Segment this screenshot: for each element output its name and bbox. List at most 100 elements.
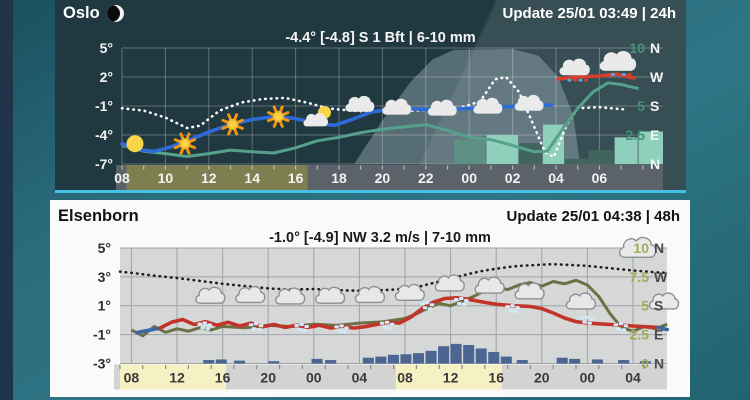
wind-axis-label: 2.5: [630, 327, 650, 343]
wind-direction-axis-label: N: [650, 40, 660, 56]
wind-direction-axis-label: S: [650, 98, 659, 114]
wind-axis-label: 2.5: [626, 127, 646, 143]
precipitation-bar: [375, 356, 387, 364]
hour-label: 16: [288, 170, 304, 186]
snow-marker: [382, 325, 388, 329]
snow-marker: [337, 329, 342, 333]
snow-marker: [297, 327, 302, 331]
precipitation-bar: [463, 345, 475, 364]
snow-marker: [424, 301, 430, 305]
cloud-icon: [275, 287, 306, 305]
precipitation-bar: [488, 351, 500, 364]
hour-label: 20: [260, 370, 276, 386]
precipitation-bar: [454, 139, 486, 164]
hour-label: 00: [306, 370, 322, 386]
hour-label: 04: [352, 370, 368, 386]
cloud-icon: [314, 286, 346, 304]
oslo-weather-widget[interactable]: 5° 10 N 2° W -1° 5 S -4° 2.5 E -7° N 08 10 12 14 16 18 20 22…: [55, 0, 686, 193]
snow-marker: [584, 315, 589, 319]
snow-marker: [205, 327, 210, 331]
snow-marker: [202, 321, 207, 325]
precipitation-bar: [569, 358, 581, 364]
sun-icon: [126, 135, 144, 153]
snow-marker: [515, 306, 520, 310]
snow-marker: [384, 320, 390, 324]
precipitation-bar: [234, 360, 246, 364]
snow-marker: [462, 302, 467, 306]
precipitation-bar: [564, 158, 588, 164]
snow-marker: [419, 302, 425, 306]
wind-axis-label: 10: [629, 40, 645, 56]
temp-axis-label: 5°: [100, 40, 113, 56]
snow-marker: [579, 316, 584, 320]
snow-marker: [342, 330, 347, 334]
wind-speed-line: [121, 81, 639, 158]
hour-label: 00: [461, 170, 477, 186]
temperature-line: [158, 296, 660, 330]
snow-marker: [339, 324, 344, 328]
snow-marker: [621, 328, 627, 332]
cloud-icon: [648, 292, 680, 310]
precipitation-bar: [618, 360, 630, 364]
temp-axis-label: -1°: [93, 327, 111, 343]
hour-label: 12: [201, 170, 217, 186]
cloud-icon: [559, 58, 590, 76]
cloud-icon: [473, 97, 503, 114]
snow-marker: [389, 322, 395, 326]
cloud-icon: [514, 94, 544, 111]
snow-marker: [510, 304, 515, 308]
cloud-icon: [599, 50, 637, 71]
sun-rays-icon: [173, 132, 197, 155]
hour-label: 20: [534, 370, 550, 386]
wind-direction-axis-label: N: [654, 240, 664, 256]
snow-marker: [513, 310, 518, 314]
temperature-line: [656, 325, 670, 332]
snow-marker: [304, 324, 309, 328]
snow-marker: [505, 305, 510, 309]
snow-marker: [200, 326, 205, 330]
cloud-icon: [474, 276, 505, 294]
precipitation-bar: [639, 361, 651, 364]
hour-label: 08: [114, 170, 130, 186]
wind-direction-axis-label: E: [654, 327, 663, 343]
hour-label: 18: [331, 170, 347, 186]
cloud-icon: [195, 286, 226, 304]
wind-direction-axis-label: E: [650, 127, 659, 143]
precipitation-bar: [215, 359, 227, 364]
snow-marker: [587, 321, 592, 325]
wind-direction-axis-label: S: [654, 298, 663, 314]
snow-marker: [253, 322, 259, 326]
wind-axis-label: 5: [641, 298, 649, 314]
precipitation-bar: [516, 360, 528, 364]
accent-underline: [55, 190, 686, 193]
precipitation-bar: [450, 343, 462, 364]
temp-axis-label: -4°: [95, 127, 113, 143]
snow-marker: [387, 326, 393, 330]
cloud-sleet-icon: [599, 50, 637, 76]
temperature-line: [135, 326, 162, 335]
oslo-meteogram-chart: 5° 10 N 2° W -1° 5 S -4° 2.5 E -7° N 08 10 12 14 16 18 20 22…: [95, 40, 664, 190]
wind-direction-axis-label: W: [650, 69, 664, 85]
cloud-icon: [434, 274, 465, 292]
precipitation-bar: [591, 359, 604, 364]
precipitation-bar: [588, 150, 614, 164]
temp-axis-label: -7°: [95, 156, 113, 172]
hour-label: 16: [488, 370, 504, 386]
precipitation-bar: [614, 137, 638, 164]
elsenborn-meteogram-chart: 5° 10 N3° 7.5 W1° 5 S-1° 2.5 E-3° 0 N08 12 16 20 00 04 0…: [93, 236, 680, 390]
wind-axis-label: 5: [637, 98, 645, 114]
snow-marker: [197, 322, 202, 326]
temp-axis-label: 1°: [98, 298, 111, 314]
precipitation-bar: [425, 350, 437, 364]
cloud-icon: [427, 99, 457, 116]
sun-cloud-icon: [303, 105, 331, 127]
precipitation-bar: [362, 357, 374, 364]
hour-label: 16: [215, 370, 231, 386]
snow-marker: [464, 298, 469, 302]
hour-label: 00: [580, 370, 596, 386]
precipitation-bar: [500, 356, 512, 364]
wind-axis-label: 10: [633, 240, 649, 256]
temp-axis-label: -3°: [93, 356, 111, 372]
elsenborn-weather-widget[interactable]: 5° 10 N 3° 7.5 W 1° 5 S -1° 2.5 E -3° 0 N 08 12 16 20 00 04 0…: [50, 200, 690, 397]
